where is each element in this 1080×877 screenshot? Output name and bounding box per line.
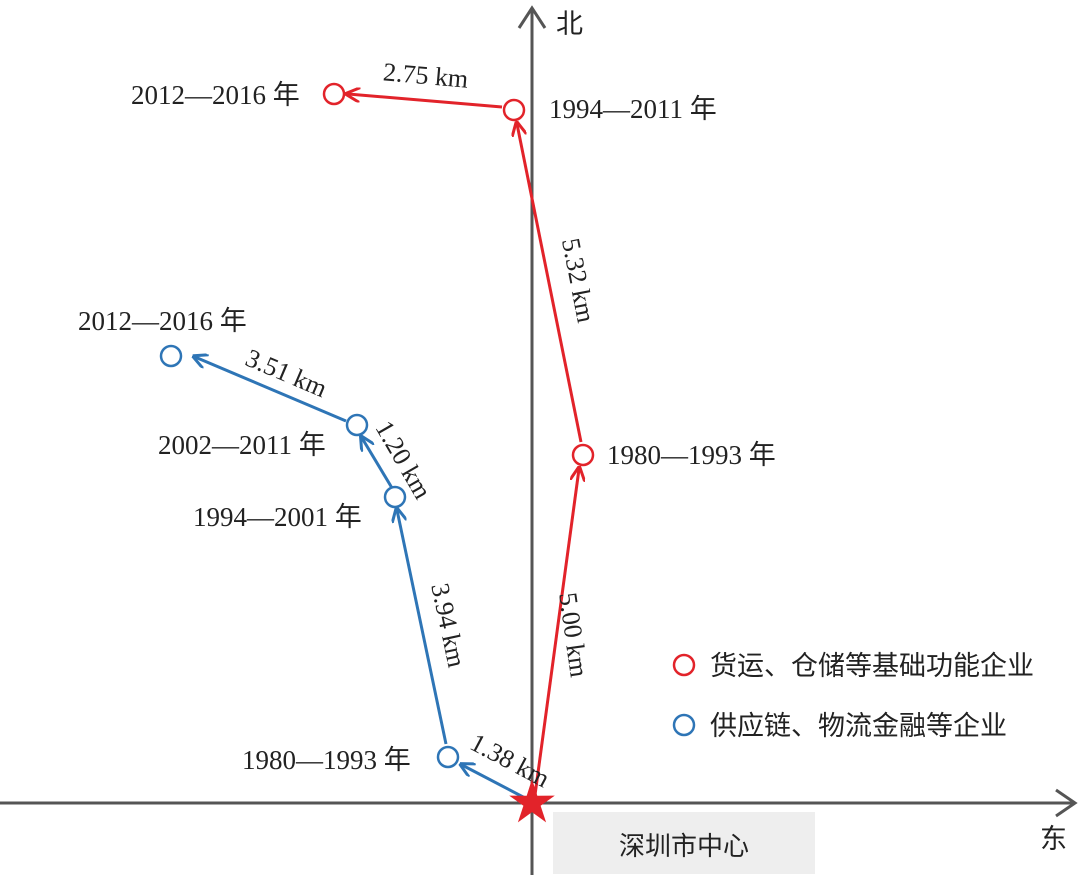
freight-segment-1 [533, 469, 579, 796]
freight-distance-1: 5.00 km [553, 591, 594, 679]
freight-distance-2: 5.32 km [556, 236, 601, 325]
supply-point-1994 [383, 485, 407, 509]
legend-freight-marker-icon [672, 653, 696, 677]
supply-distance-2: 3.94 km [425, 581, 471, 670]
north-arrowhead [517, 5, 547, 29]
supply-label-1994: 1994—2001 年 [193, 502, 362, 532]
freight-label-1994: 1994—2011 年 [549, 94, 717, 124]
supply-label-2012: 2012—2016 年 [78, 306, 247, 336]
supply-segment-3 [362, 438, 394, 489]
east-label: 东 [1040, 824, 1067, 855]
city-center-box: 深圳市中心 [553, 812, 815, 874]
legend-freight-label: 货运、仓储等基础功能企业 [710, 651, 1034, 682]
city-center-label: 深圳市中心 [619, 832, 749, 862]
supply-point-2002 [345, 413, 369, 437]
freight-point-1980 [571, 443, 595, 467]
supply-segment-4 [195, 357, 347, 423]
freight-segment-3 [348, 94, 503, 109]
supply-distance-1: 1.38 km [466, 728, 555, 794]
city-center-star-icon [509, 779, 555, 823]
east-arrowhead [1055, 788, 1078, 818]
legend: 货运、仓储等基础功能企业 供应链、物流金融等企业 [672, 651, 1034, 742]
supply-point-1980 [436, 745, 460, 769]
freight-path [322, 82, 595, 796]
supply-segment-1 [462, 765, 526, 800]
freight-segment-2 [517, 124, 583, 443]
freight-label-1980: 1980—1993 年 [607, 440, 776, 470]
north-label: 北 [556, 9, 583, 40]
supply-point-2012 [159, 344, 183, 368]
freight-point-1994 [502, 98, 526, 122]
supply-label-2002: 2002—2011 年 [158, 430, 326, 460]
freight-distance-3: 2.75 km [382, 57, 469, 93]
legend-supply-label: 供应链、物流金融等企业 [710, 711, 1007, 742]
supply-segment-2 [397, 510, 448, 745]
freight-label-2012: 2012—2016 年 [131, 80, 300, 110]
supply-path [159, 344, 526, 800]
supply-label-1980: 1980—1993 年 [242, 745, 411, 775]
freight-point-2012 [322, 82, 346, 106]
legend-supply-marker-icon [672, 713, 696, 737]
